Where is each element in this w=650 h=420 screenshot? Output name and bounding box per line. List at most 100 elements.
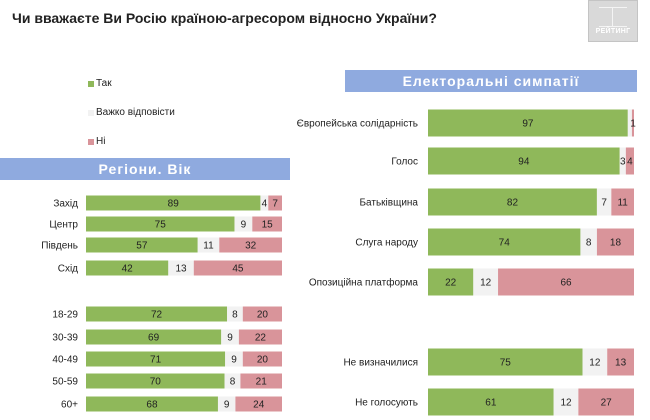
category-label-1-5: Не визначилися bbox=[343, 358, 418, 369]
data-label-yes-0-7: 70 bbox=[150, 377, 162, 388]
bar-yes-1-1 bbox=[428, 147, 620, 175]
bar-no-0-2 bbox=[219, 237, 282, 253]
bar-no-0-0 bbox=[268, 195, 282, 211]
bar-hard-0-1 bbox=[234, 216, 253, 232]
bar-no-1-5 bbox=[607, 348, 634, 376]
category-label-0-0: Захід bbox=[53, 199, 78, 210]
data-label-yes-0-4: 72 bbox=[151, 310, 163, 321]
category-label-0-4: 18-29 bbox=[52, 310, 78, 321]
legend-swatch-hard bbox=[88, 110, 94, 116]
bar-hard-1-2 bbox=[596, 188, 612, 216]
bar-no-0-6 bbox=[242, 351, 282, 367]
data-label-yes-1-5: 75 bbox=[500, 358, 512, 369]
category-label-0-8: 60+ bbox=[61, 400, 78, 411]
bar-yes-1-3 bbox=[428, 228, 581, 256]
data-label-no-1-1: 4 bbox=[627, 157, 633, 168]
category-label-1-4: Опозиційна платформа bbox=[309, 277, 419, 289]
bar-hard-0-6 bbox=[225, 351, 243, 367]
bar-no-0-3 bbox=[193, 260, 282, 276]
data-label-hard-1-2: 7 bbox=[601, 198, 607, 209]
data-label-hard-0-0: 4 bbox=[262, 199, 268, 210]
data-label-hard-0-8: 9 bbox=[224, 400, 230, 411]
bar-no-0-4 bbox=[242, 306, 282, 322]
category-label-0-7: 50-59 bbox=[52, 377, 78, 388]
bar-hard-1-0 bbox=[627, 109, 632, 137]
banner-regions-age: Регіони. Вік bbox=[0, 158, 290, 180]
data-label-yes-0-2: 57 bbox=[136, 241, 148, 252]
bar-hard-1-6 bbox=[553, 388, 579, 416]
bar-no-1-6 bbox=[578, 388, 634, 416]
bar-hard-0-0 bbox=[260, 195, 269, 211]
data-label-yes-0-3: 42 bbox=[122, 264, 134, 275]
bar-no-1-1 bbox=[625, 147, 634, 175]
data-label-yes-1-6: 61 bbox=[485, 398, 497, 409]
data-label-hard-1-6: 12 bbox=[560, 398, 572, 409]
bar-hard-1-5 bbox=[582, 348, 608, 376]
bar-hard-1-4 bbox=[473, 268, 499, 296]
bar-yes-0-6 bbox=[86, 351, 226, 367]
legend-label-hard: Важко відповісти bbox=[96, 107, 175, 118]
bar-no-1-2 bbox=[611, 188, 634, 216]
bar-yes-1-2 bbox=[428, 188, 597, 216]
bar-no-1-3 bbox=[596, 228, 634, 256]
data-label-no-1-4: 66 bbox=[560, 278, 572, 289]
data-label-yes-0-8: 68 bbox=[146, 400, 158, 411]
bar-hard-1-1 bbox=[619, 147, 626, 175]
data-label-no-0-6: 20 bbox=[257, 355, 269, 366]
legend-item-hard: Важко відповісти bbox=[88, 107, 228, 121]
bar-no-0-5 bbox=[238, 329, 282, 345]
legend-label-yes: Так bbox=[96, 78, 112, 89]
category-label-0-5: 30-39 bbox=[52, 333, 78, 344]
data-label-hard-0-5: 9 bbox=[227, 333, 233, 344]
category-label-0-6: 40-49 bbox=[52, 355, 78, 366]
legend-label-no: Ні bbox=[96, 136, 106, 147]
data-label-no-1-3: 18 bbox=[610, 238, 622, 249]
bar-no-0-8 bbox=[235, 396, 282, 412]
bar-yes-0-3 bbox=[86, 260, 169, 276]
category-label-0-1: Центр bbox=[49, 220, 78, 231]
data-label-hard-0-1: 9 bbox=[241, 220, 247, 231]
bar-hard-0-5 bbox=[221, 329, 239, 345]
bar-yes-1-4 bbox=[428, 268, 474, 296]
legend-swatch-yes bbox=[88, 81, 94, 87]
data-label-yes-1-3: 74 bbox=[499, 238, 511, 249]
data-label-yes-0-5: 69 bbox=[148, 333, 160, 344]
bar-yes-0-5 bbox=[86, 329, 222, 345]
chart-title: Чи вважаєте Ви Росію країною-агресором в… bbox=[12, 10, 437, 26]
banner-electoral-sympathies: Електоральні симпатії bbox=[345, 70, 637, 92]
data-label-no-0-8: 24 bbox=[253, 400, 265, 411]
category-label-1-0: Європейська солідарність bbox=[297, 119, 418, 130]
data-label-yes-0-0: 89 bbox=[168, 199, 180, 210]
bar-yes-0-8 bbox=[86, 396, 218, 412]
data-label-no-0-2: 32 bbox=[245, 241, 257, 252]
category-label-1-6: Не голосують bbox=[355, 398, 418, 409]
bar-no-0-1 bbox=[252, 216, 282, 232]
data-label-yes-0-1: 75 bbox=[155, 220, 167, 231]
bar-yes-0-1 bbox=[86, 216, 235, 232]
legend-swatch-no bbox=[88, 139, 94, 145]
rating-logo: РЕЙТИНГ bbox=[588, 0, 638, 42]
bar-yes-0-4 bbox=[86, 306, 228, 322]
data-label-hard-0-7: 8 bbox=[230, 377, 236, 388]
data-label-hard-1-3: 8 bbox=[586, 238, 592, 249]
bar-hard-0-7 bbox=[224, 373, 241, 389]
data-label-hard-1-1: 3 bbox=[620, 157, 626, 168]
bar-hard-0-3 bbox=[168, 260, 194, 276]
category-label-1-3: Слуга народу bbox=[355, 238, 418, 249]
bar-no-1-0 bbox=[631, 109, 634, 137]
data-label-hard-1-4: 12 bbox=[480, 278, 492, 289]
bar-yes-1-6 bbox=[428, 388, 554, 416]
data-label-yes-1-4: 22 bbox=[445, 278, 457, 289]
data-label-no-1-0: 1 bbox=[630, 119, 636, 130]
data-label-no-0-7: 21 bbox=[256, 377, 268, 388]
data-label-no-0-3: 45 bbox=[232, 264, 244, 275]
bar-hard-1-3 bbox=[580, 228, 597, 256]
data-label-hard-0-3: 13 bbox=[175, 264, 187, 275]
data-label-no-0-5: 22 bbox=[255, 333, 267, 344]
data-label-hard-0-4: 8 bbox=[232, 310, 238, 321]
bar-hard-0-8 bbox=[217, 396, 236, 412]
category-label-0-2: Південь bbox=[41, 241, 78, 252]
category-label-1-1: Голос bbox=[391, 157, 418, 168]
bar-yes-0-0 bbox=[86, 195, 261, 211]
